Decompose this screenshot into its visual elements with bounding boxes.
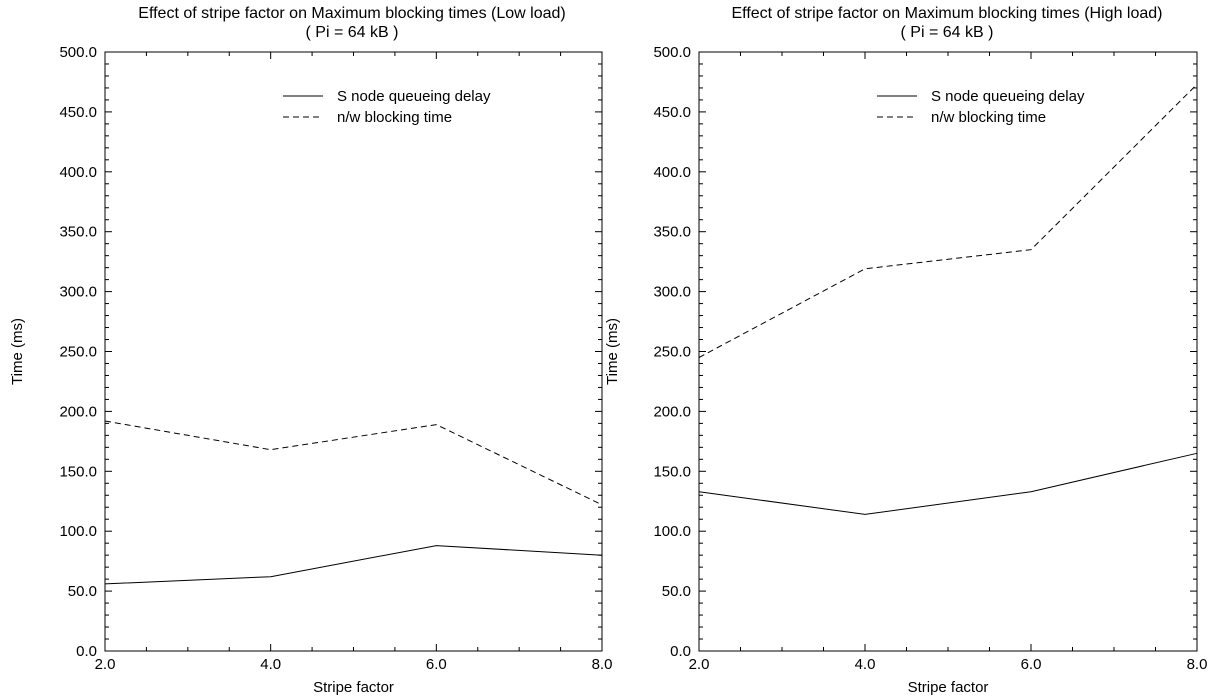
chart-title: Effect of stripe factor on Maximum block… [138, 5, 565, 22]
y-tick-label: 400.0 [653, 164, 691, 181]
y-tick-label: 50.0 [68, 583, 97, 600]
y-tick-label: 350.0 [653, 224, 691, 241]
plot-frame [698, 51, 1198, 652]
y-tick-label: 250.0 [653, 344, 691, 361]
x-axis-label: Stripe factor [313, 679, 394, 696]
y-tick-label: 0.0 [76, 643, 97, 660]
chart-subtitle: ( Pi = 64 kB ) [901, 24, 994, 41]
y-axis-label: Time (ms) [9, 318, 26, 385]
legend: S node queueing delay n/w blocking time [283, 88, 491, 126]
x-tick-label: 8.0 [1187, 656, 1208, 673]
y-tick-label: 250.0 [59, 344, 97, 361]
y-axis-label: Time (ms) [604, 318, 621, 385]
y-tick-label: 100.0 [59, 523, 97, 540]
legend: S node queueing delay n/w blocking time [877, 88, 1085, 126]
y-tick-label: 200.0 [653, 403, 691, 420]
series-line-s-node-queueing-delay [104, 545, 603, 585]
x-tick-label: 2.0 [689, 656, 710, 673]
y-tick-label: 100.0 [653, 523, 691, 540]
chart-low-load: Effect of stripe factor on Maximum block… [9, 5, 612, 696]
y-tick-label: 500.0 [653, 44, 691, 61]
y-tick-label: 200.0 [59, 403, 97, 420]
y-tick-label: 300.0 [653, 284, 691, 301]
y-tick-label: 300.0 [59, 284, 97, 301]
chart-high-load: Effect of stripe factor on Maximum block… [604, 5, 1207, 696]
series-line-s-node-queueing-delay [698, 452, 1198, 515]
x-tick-label: 2.0 [95, 656, 116, 673]
legend-label: n/w blocking time [337, 109, 452, 126]
x-tick-label: 4.0 [855, 656, 876, 673]
x-tick-label: 6.0 [1021, 656, 1042, 673]
x-axis-label: Stripe factor [908, 679, 989, 696]
chart-title: Effect of stripe factor on Maximum block… [732, 5, 1163, 22]
y-tick-label: 450.0 [59, 104, 97, 121]
y-tick-label: 0.0 [670, 643, 691, 660]
y-tick-label: 500.0 [59, 44, 97, 61]
x-tick-label: 6.0 [426, 656, 447, 673]
legend-label: n/w blocking time [931, 109, 1046, 126]
y-tick-label: 150.0 [653, 463, 691, 480]
legend-label: S node queueing delay [337, 88, 491, 105]
y-tick-label: 150.0 [59, 463, 97, 480]
series-line-nw-blocking-time [698, 83, 1198, 358]
chart-subtitle: ( Pi = 64 kB ) [306, 24, 399, 41]
series-line-nw-blocking-time [104, 420, 603, 506]
y-tick-label: 350.0 [59, 224, 97, 241]
y-tick-label: 450.0 [653, 104, 691, 121]
x-tick-label: 8.0 [592, 656, 613, 673]
y-tick-label: 400.0 [59, 164, 97, 181]
legend-label: S node queueing delay [931, 88, 1085, 105]
y-tick-label: 50.0 [662, 583, 691, 600]
x-tick-label: 4.0 [260, 656, 281, 673]
